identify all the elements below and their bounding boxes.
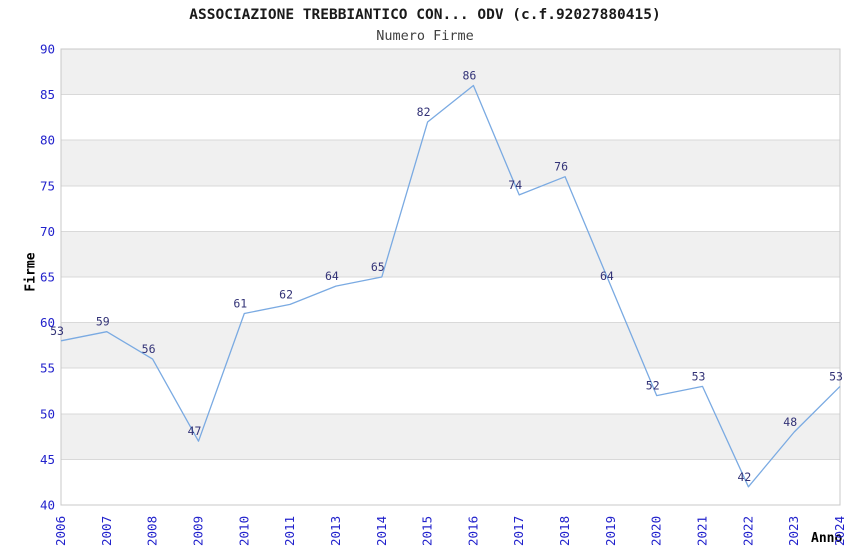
grid-band <box>61 94 840 141</box>
grid-band <box>61 322 840 369</box>
point-label: 52 <box>646 379 660 393</box>
y-tick-label: 80 <box>40 133 55 148</box>
point-label: 64 <box>325 269 339 283</box>
y-tick-label: 45 <box>40 452 55 467</box>
point-label: 62 <box>279 287 293 301</box>
grid-band <box>61 413 840 460</box>
x-tick-label: 2018 <box>557 516 572 546</box>
point-label: 65 <box>371 260 385 274</box>
x-tick-label: 2016 <box>465 516 480 546</box>
point-label: 47 <box>188 424 202 438</box>
chart-title: ASSOCIAZIONE TREBBIANTICO CON... ODV (c.… <box>189 7 661 23</box>
x-tick-label: 2024 <box>832 516 847 546</box>
x-tick-label: 2023 <box>786 516 801 546</box>
point-label: 53 <box>692 369 706 383</box>
point-label: 48 <box>783 415 797 429</box>
x-tick-label: 2013 <box>328 516 343 546</box>
point-label: 53 <box>50 324 64 338</box>
data-line <box>60 84 841 488</box>
x-tick-label: 2019 <box>603 516 618 546</box>
x-tick-label: 2017 <box>511 516 526 546</box>
grid-band <box>61 185 840 232</box>
point-label: 86 <box>462 69 476 83</box>
x-tick-label: 2015 <box>420 516 435 546</box>
x-tick-label: 2008 <box>145 516 160 546</box>
grid-band <box>61 140 840 186</box>
point-label: 74 <box>508 178 522 192</box>
x-tick-label: 2020 <box>649 516 664 546</box>
y-tick-label: 50 <box>40 406 55 421</box>
y-tick-label: 40 <box>40 498 55 513</box>
point-label: 42 <box>737 470 751 484</box>
x-tick-label: 2010 <box>236 516 251 546</box>
x-tick-label: 2007 <box>99 516 114 546</box>
y-tick-label: 55 <box>40 361 55 376</box>
point-label: 53 <box>829 369 843 383</box>
grid-band <box>61 49 840 95</box>
chart-subtitle: Numero Firme <box>376 28 474 44</box>
y-tick-label: 90 <box>40 42 55 57</box>
y-tick-label: 85 <box>40 87 55 102</box>
y-tick-label: 65 <box>40 270 55 285</box>
y-tick-label: 75 <box>40 178 55 193</box>
x-tick-label: 2022 <box>740 516 755 546</box>
point-label: 61 <box>233 297 247 311</box>
y-tick-label: 70 <box>40 224 55 239</box>
grid-band <box>61 277 840 323</box>
point-label: 59 <box>96 315 110 329</box>
x-axis-title: Anno <box>811 531 843 546</box>
grid-band <box>61 368 840 414</box>
x-tick-label: 2021 <box>695 516 710 546</box>
x-tick-label: 2014 <box>374 516 389 546</box>
plot-border <box>60 48 841 506</box>
point-label: 82 <box>417 105 431 119</box>
x-tick-label: 2011 <box>282 516 297 546</box>
x-tick-label: 2006 <box>53 516 68 546</box>
grid-band <box>61 231 840 277</box>
point-label: 64 <box>600 269 614 283</box>
x-tick-label: 2009 <box>191 516 206 546</box>
grid-band <box>61 459 840 505</box>
point-label: 56 <box>142 342 156 356</box>
y-tick-label: 60 <box>40 315 55 330</box>
point-label: 76 <box>554 160 568 174</box>
